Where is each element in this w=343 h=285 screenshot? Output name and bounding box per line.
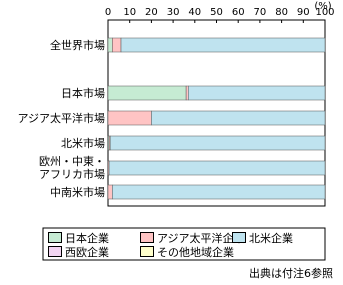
bar-segment	[108, 160, 326, 176]
bar-segment	[107, 37, 113, 53]
legend-swatch	[48, 232, 62, 243]
x-tick-label: 100	[315, 7, 334, 18]
legend-label: その他地域企業	[157, 246, 234, 259]
legend-label: アジア太平洋企業	[157, 232, 245, 245]
legend-item: 日本企業	[48, 230, 109, 246]
legend-item: 西欧企業	[48, 244, 109, 260]
x-tick-label: 10	[123, 7, 136, 18]
bar-segment	[188, 85, 326, 101]
y-tick-label: 欧州・中東・アフリカ市場	[39, 155, 105, 181]
y-tick-label: 北米市場	[61, 136, 105, 150]
bar-segment	[151, 110, 326, 126]
legend-label: 西欧企業	[65, 246, 109, 259]
x-tick-label: 30	[167, 7, 180, 18]
legend-item: アジア太平洋企業	[140, 230, 245, 246]
legend-swatch	[48, 246, 62, 257]
bar-segment	[107, 184, 113, 200]
y-tick-label: 中南米市場	[50, 185, 105, 199]
x-tick-label: 80	[275, 7, 288, 18]
x-tick-label: 90	[297, 7, 310, 18]
legend-swatch	[140, 246, 154, 257]
source-note: 出典は付注6参照	[249, 267, 333, 280]
y-tick-label: 日本市場	[61, 86, 105, 100]
bar-segment	[107, 110, 152, 126]
x-tick-label: 40	[188, 7, 201, 18]
bar-segment	[185, 85, 189, 101]
bar-segment	[112, 37, 122, 53]
legend-swatch	[232, 232, 246, 243]
legend-frame	[42, 227, 326, 261]
legend-swatch	[140, 232, 154, 243]
x-tick-label: 60	[232, 7, 245, 18]
y-tick-label: アジア太平洋市場	[17, 111, 105, 125]
bar-segment	[112, 184, 326, 200]
x-tick-label: 20	[145, 7, 158, 18]
unit-label: (%)	[314, 1, 331, 12]
y-tick-label: 全世界市場	[50, 38, 105, 52]
bar-segment	[109, 135, 326, 151]
x-tick-label: 0	[105, 7, 111, 18]
legend-label: 日本企業	[65, 232, 109, 245]
bar-segment	[120, 37, 326, 53]
x-tick-label: 50	[210, 7, 223, 18]
legend-label: 北米企業	[249, 232, 293, 245]
x-tick-label: 70	[254, 7, 267, 18]
bar-segment	[107, 85, 187, 101]
legend-item: その他地域企業	[140, 244, 234, 260]
legend-item: 北米企業	[232, 230, 293, 246]
